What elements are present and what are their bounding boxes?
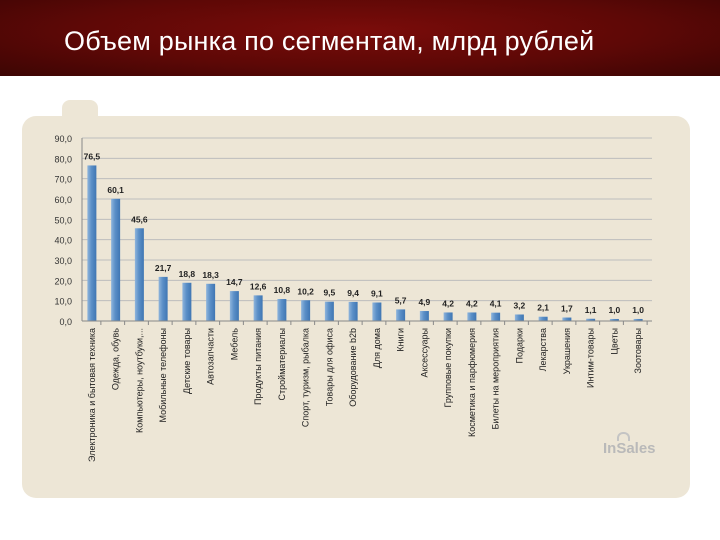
- x-tick-label: Мебель: [229, 328, 239, 361]
- bar: [229, 291, 239, 321]
- x-tick-label: Цветы: [609, 328, 619, 355]
- bar: [443, 312, 453, 321]
- bar: [348, 301, 358, 321]
- bar: [301, 300, 311, 321]
- x-tick-label: Украшения: [562, 328, 572, 374]
- data-label: 45,6: [131, 214, 148, 224]
- bar: [253, 295, 263, 321]
- bar: [372, 302, 382, 321]
- data-label: 2,1: [537, 303, 549, 313]
- bar: [324, 301, 334, 321]
- bar: [134, 228, 144, 321]
- x-tick-label: Групповые покупки: [443, 328, 453, 408]
- y-tick-label: 40,0: [54, 236, 72, 246]
- data-label: 1,0: [608, 305, 620, 315]
- bar: [277, 299, 287, 321]
- x-tick-label: Зоотовары: [633, 328, 643, 373]
- x-tick-label: Одежда, обувь: [111, 328, 121, 390]
- bar: [491, 312, 501, 321]
- y-tick-label: 20,0: [54, 276, 72, 286]
- x-tick-label: Аксессуары: [419, 328, 429, 377]
- data-label: 60,1: [107, 185, 124, 195]
- x-tick-label: Билеты на мероприятия: [491, 328, 501, 430]
- x-tick-label: Детские товары: [182, 328, 192, 394]
- data-label: 9,1: [371, 288, 383, 298]
- y-tick-label: 10,0: [54, 297, 72, 307]
- x-tick-label: Спорт, туризм, рыбалка: [301, 328, 311, 427]
- data-label: 76,5: [84, 151, 101, 161]
- data-label: 21,7: [155, 263, 172, 273]
- data-label: 10,8: [274, 285, 291, 295]
- x-tick-label: Стройматериалы: [277, 328, 287, 400]
- data-label: 14,7: [226, 277, 243, 287]
- y-tick-label: 0,0: [59, 317, 72, 327]
- y-tick-label: 90,0: [54, 134, 72, 144]
- bar: [206, 283, 216, 321]
- y-tick-label: 70,0: [54, 175, 72, 185]
- bar: [514, 314, 524, 321]
- bar: [87, 165, 97, 321]
- data-label: 10,2: [297, 286, 314, 296]
- bar: [158, 276, 168, 321]
- y-tick-label: 80,0: [54, 154, 72, 164]
- data-label: 1,7: [561, 304, 573, 314]
- x-tick-label: Лекарства: [538, 328, 548, 371]
- x-tick-label: Для дома: [372, 328, 382, 368]
- x-tick-label: Книги: [396, 328, 406, 352]
- bar: [633, 318, 643, 321]
- data-label: 5,7: [395, 295, 407, 305]
- data-label: 1,1: [585, 305, 597, 315]
- bar: [396, 309, 406, 321]
- page-title: Объем рынка по сегментам, млрд рублей: [64, 26, 595, 56]
- data-label: 3,2: [513, 300, 525, 310]
- data-label: 4,1: [490, 299, 502, 309]
- y-tick-label: 30,0: [54, 256, 72, 266]
- x-tick-label: Мобильные телефоны: [158, 328, 168, 423]
- data-label: 4,2: [466, 298, 478, 308]
- x-tick-label: Продукты питания: [253, 328, 263, 405]
- bar: [182, 282, 192, 321]
- x-tick-label: Оборудование b2b: [348, 328, 358, 407]
- x-tick-label: Компьютеры, ноутбуки,...: [134, 328, 144, 433]
- y-tick-label: 50,0: [54, 215, 72, 225]
- bar: [538, 316, 548, 321]
- data-label: 18,8: [179, 269, 196, 279]
- data-label: 18,3: [202, 270, 219, 280]
- data-label: 4,9: [418, 297, 430, 307]
- bar: [467, 312, 477, 321]
- x-tick-label: Косметика и парфюмерия: [467, 328, 477, 437]
- bar: [111, 198, 121, 321]
- bar: [586, 318, 596, 321]
- logo-mark-icon: [617, 432, 630, 441]
- title-bar: Объем рынка по сегментам, млрд рублей: [0, 0, 720, 76]
- y-tick-label: 60,0: [54, 195, 72, 205]
- x-tick-label: Интим-товары: [586, 328, 596, 388]
- x-tick-label: Подарки: [514, 328, 524, 364]
- data-label: 1,0: [632, 305, 644, 315]
- insales-logo: InSales: [603, 440, 656, 457]
- bar: [419, 311, 429, 321]
- x-tick-label: Электроника и бытовая техника: [87, 328, 97, 462]
- bar: [609, 318, 619, 321]
- data-label: 9,4: [347, 288, 359, 298]
- data-label: 9,5: [323, 288, 335, 298]
- bar: [562, 317, 572, 321]
- x-tick-label: Товары для офиса: [324, 328, 334, 406]
- data-label: 12,6: [250, 281, 267, 291]
- data-label: 4,2: [442, 298, 454, 308]
- x-tick-label: Автозапчасти: [206, 328, 216, 385]
